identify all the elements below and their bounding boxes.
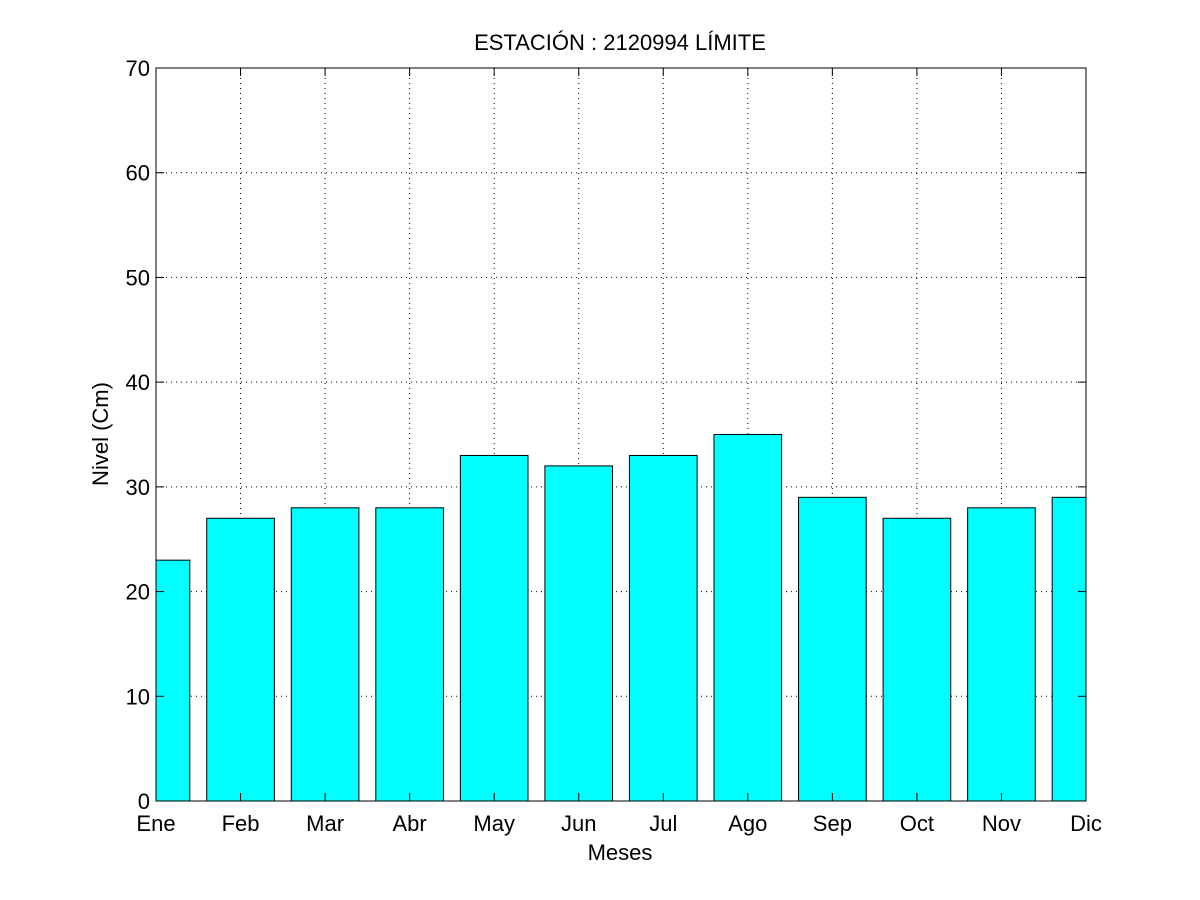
y-tick-label: 20 [126, 580, 150, 605]
bar-sep [798, 496, 867, 802]
bar-dic [1051, 496, 1087, 802]
bar-ago [713, 434, 783, 802]
y-axis-title: Nivel (Cm) [88, 382, 113, 486]
x-tick-label: Oct [900, 811, 934, 836]
x-tick-label: Nov [982, 811, 1021, 836]
axis-ticks: 0 10 20 30 40 50 60 70 Ene Feb Mar Abr May Jun Jul Ago S… [126, 56, 1102, 836]
x-tick-label: Mar [306, 811, 344, 836]
bar-may [459, 454, 529, 802]
x-tick-label: Sep [813, 811, 852, 836]
bar-nov [967, 507, 1036, 802]
chart-title: ESTACIÓN : 2120994 LÍMITE [474, 30, 766, 55]
y-tick-label: 50 [126, 265, 150, 290]
x-tick-label: Abr [393, 811, 427, 836]
bar-jun [544, 465, 614, 802]
bars [155, 434, 1087, 802]
x-axis-title: Meses [588, 840, 653, 865]
x-tick-label: Jul [649, 811, 677, 836]
x-tick-label: Ene [136, 811, 175, 836]
bar-ene [155, 559, 191, 802]
x-tick-label: May [473, 811, 515, 836]
bar-jul [628, 454, 698, 802]
bar-mar [290, 507, 360, 802]
bar-feb [206, 517, 275, 802]
bar-oct [882, 517, 952, 802]
x-tick-label: Feb [222, 811, 260, 836]
bar-abr [375, 507, 444, 802]
y-tick-label: 0 [138, 789, 150, 814]
y-tick-label: 10 [126, 684, 150, 709]
y-tick-label: 40 [126, 370, 150, 395]
y-tick-label: 30 [126, 475, 150, 500]
x-tick-label: Dic [1070, 811, 1102, 836]
plot-area-frame [155, 67, 1087, 802]
y-tick-label: 60 [126, 161, 150, 186]
x-tick-label: Ago [728, 811, 767, 836]
y-tick-label: 70 [126, 56, 150, 81]
x-tick-label: Jun [561, 811, 596, 836]
